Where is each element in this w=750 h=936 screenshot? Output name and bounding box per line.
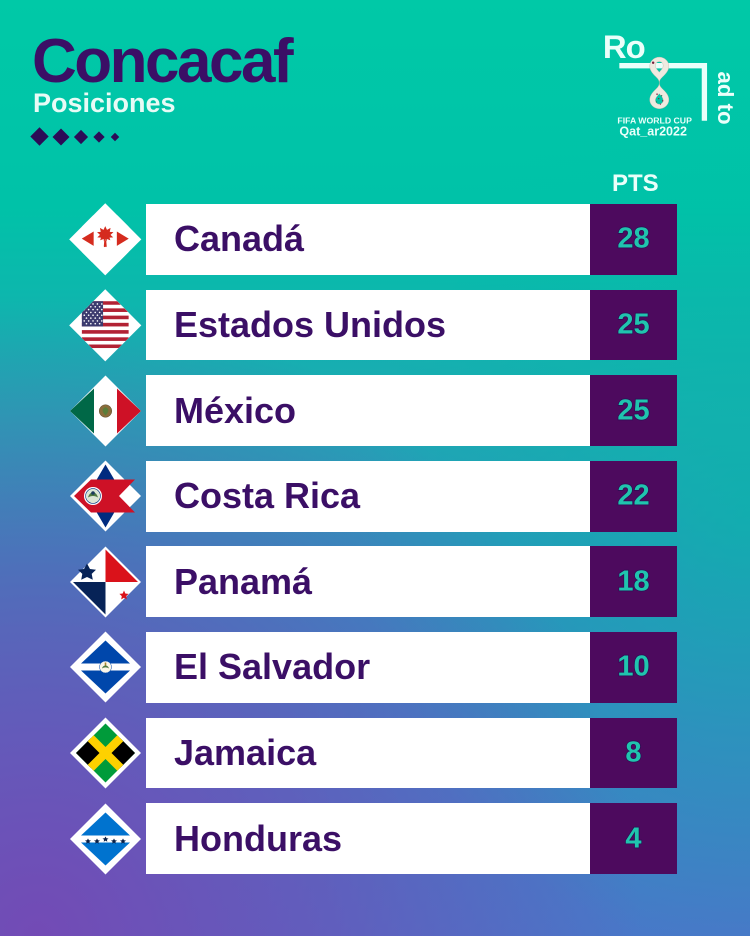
svg-text:Qat_ar2022: Qat_ar2022 [619,124,687,138]
svg-text:Ro: Ro [603,28,645,65]
svg-text:ad to: ad to [713,71,738,124]
